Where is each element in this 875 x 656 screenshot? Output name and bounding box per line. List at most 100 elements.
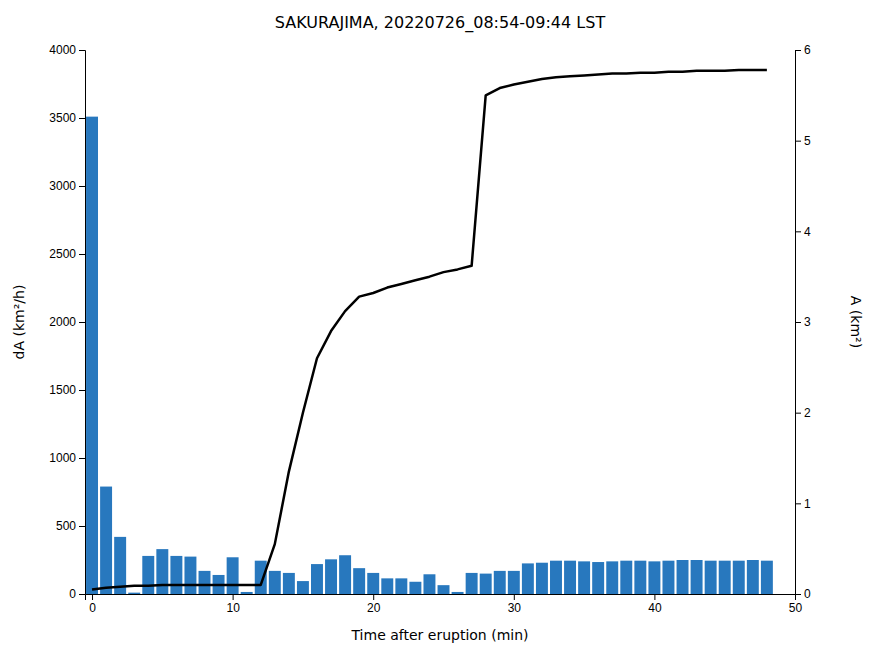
tick-label: 2 xyxy=(804,406,811,420)
bar xyxy=(100,487,112,594)
tick-label: 4 xyxy=(804,225,811,239)
marks xyxy=(86,70,773,594)
tick: 3500 xyxy=(49,111,85,125)
plot-root: 0102030405005001000150020002500300035004… xyxy=(49,43,811,614)
tick: 4 xyxy=(795,225,811,239)
tick-mark xyxy=(795,231,801,232)
tick-label: 5 xyxy=(804,134,811,148)
tick-label: 1000 xyxy=(49,451,76,465)
tick: 2 xyxy=(795,406,811,420)
x-axis: 01020304050 xyxy=(86,594,803,615)
tick: 2500 xyxy=(49,247,85,261)
tick: 3000 xyxy=(49,179,85,193)
bar xyxy=(466,573,478,594)
bar xyxy=(592,562,604,594)
tick: 1000 xyxy=(49,451,85,465)
y2-axis-line xyxy=(796,51,802,595)
bar xyxy=(297,581,309,594)
tick-mark xyxy=(79,50,85,51)
bar xyxy=(381,578,393,594)
tick-mark xyxy=(79,458,85,459)
tick: 0 xyxy=(89,594,96,615)
bar xyxy=(536,563,548,594)
tick-label: 6 xyxy=(804,43,811,57)
bar xyxy=(677,560,689,594)
bar xyxy=(648,561,660,594)
bar xyxy=(719,561,731,594)
bar xyxy=(128,593,140,594)
tick-mark xyxy=(233,594,234,600)
tick-mark xyxy=(373,594,374,600)
tick-mark xyxy=(795,141,801,142)
bar xyxy=(438,585,450,594)
bar xyxy=(395,578,407,594)
bar xyxy=(339,555,351,594)
bar xyxy=(241,592,253,594)
tick-label: 3500 xyxy=(49,111,76,125)
tick-label: 40 xyxy=(648,601,662,615)
tick: 4000 xyxy=(49,43,85,57)
tick-mark xyxy=(79,390,85,391)
tick: 10 xyxy=(226,594,240,615)
tick-mark xyxy=(79,322,85,323)
y-axis-title: dA (km²/h) xyxy=(11,285,27,360)
tick: 6 xyxy=(795,43,811,57)
tick-label: 0 xyxy=(804,587,811,601)
bar xyxy=(747,560,759,594)
y2-axis: 0 1 2 3 4 5 6 xyxy=(795,43,811,601)
bar xyxy=(494,571,506,594)
bar xyxy=(283,573,295,594)
bar xyxy=(578,561,590,594)
bar xyxy=(423,574,435,594)
bar xyxy=(522,563,534,594)
bar xyxy=(199,571,211,594)
tick-mark xyxy=(79,254,85,255)
tick: 1 xyxy=(795,497,811,511)
tick-mark xyxy=(795,50,801,51)
tick-label: 4000 xyxy=(49,43,76,57)
bar xyxy=(156,549,168,594)
tick-mark xyxy=(92,594,93,600)
tick: 20 xyxy=(367,594,381,615)
tick-label: 3 xyxy=(804,315,811,329)
tick-label: 2500 xyxy=(49,247,76,261)
bar xyxy=(86,117,98,594)
line xyxy=(92,70,767,590)
tick-mark xyxy=(795,503,801,504)
tick-label: 500 xyxy=(56,519,76,533)
tick: 0 xyxy=(69,587,85,601)
tick-mark xyxy=(795,413,801,414)
tick: 0 xyxy=(795,587,811,601)
bar xyxy=(325,559,337,594)
tick: 3 xyxy=(795,315,811,329)
tick: 500 xyxy=(56,519,85,533)
tick-label: 3000 xyxy=(49,179,76,193)
tick-mark xyxy=(654,594,655,600)
bar xyxy=(311,564,323,594)
bar xyxy=(480,574,492,594)
tick: 50 xyxy=(789,594,803,615)
bar xyxy=(508,571,520,594)
tick-label: 50 xyxy=(789,601,803,615)
bar xyxy=(705,561,717,594)
y2-axis-title: A (km²) xyxy=(848,296,864,348)
tick-label: 2000 xyxy=(49,315,76,329)
tick: 5 xyxy=(795,134,811,148)
bar xyxy=(550,561,562,594)
bar xyxy=(170,556,182,594)
tick-label: 0 xyxy=(89,601,96,615)
y-axis: 05001000150020002500300035004000 xyxy=(49,43,85,601)
tick-mark xyxy=(79,118,85,119)
bar xyxy=(452,592,464,594)
bar xyxy=(634,561,646,594)
tick-label: 20 xyxy=(367,601,381,615)
bar xyxy=(691,560,703,594)
x-axis-title: Time after eruption (min) xyxy=(350,627,528,643)
bar xyxy=(564,561,576,594)
tick-label: 1 xyxy=(804,497,811,511)
tick: 2000 xyxy=(49,315,85,329)
tick-label: 10 xyxy=(226,601,240,615)
bar xyxy=(353,568,365,594)
chart: 0102030405005001000150020002500300035004… xyxy=(0,0,875,656)
bar-series xyxy=(86,117,773,594)
